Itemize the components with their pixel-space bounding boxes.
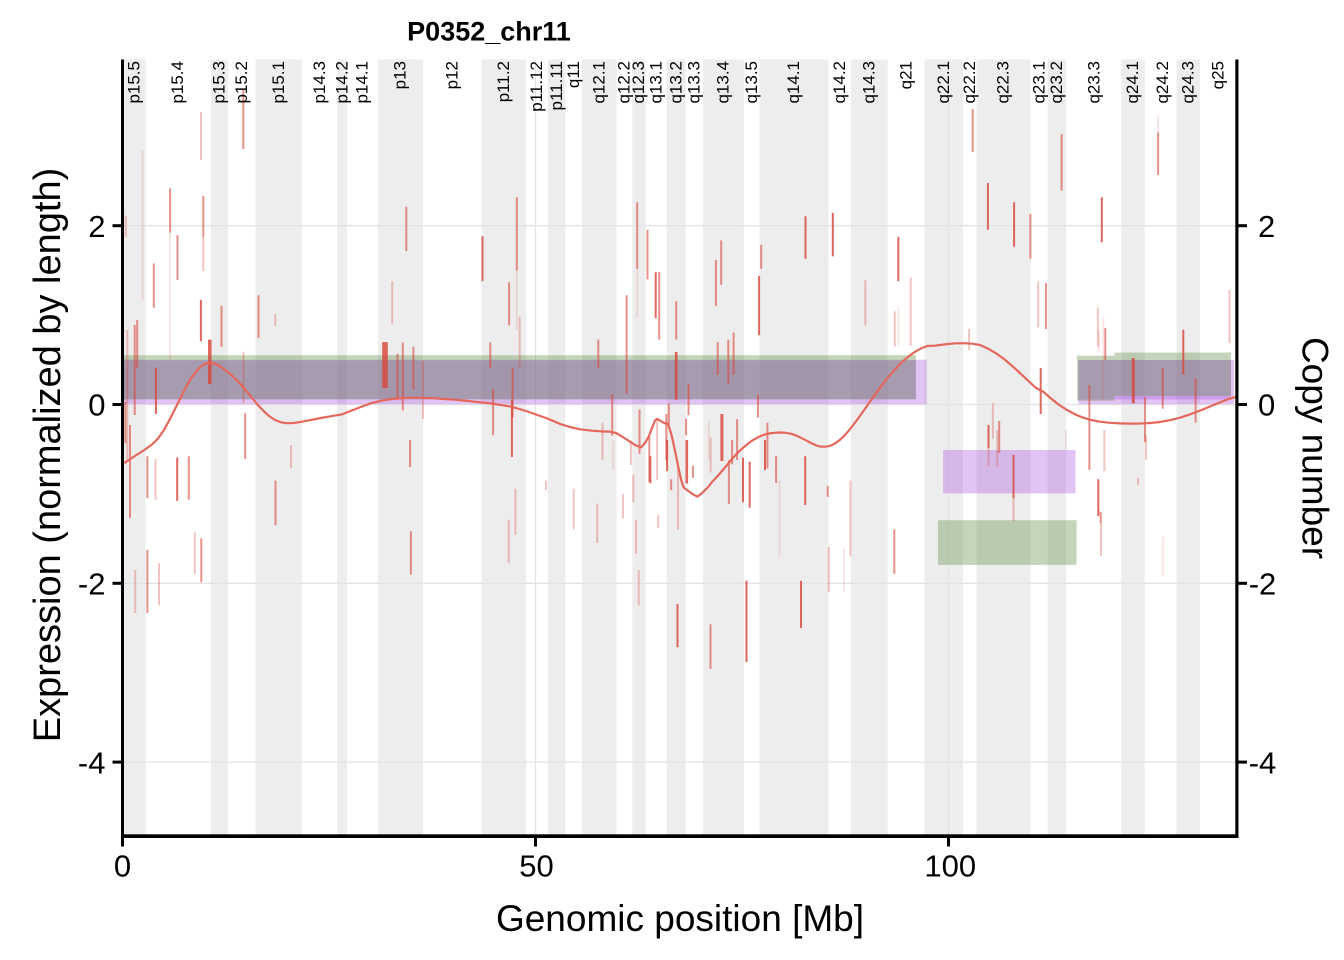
svg-text:50: 50 (519, 849, 553, 884)
svg-text:q23.2: q23.2 (1047, 61, 1066, 104)
svg-text:p15.2: p15.2 (232, 61, 251, 104)
svg-text:p15.4: p15.4 (168, 61, 187, 104)
svg-text:q11: q11 (564, 61, 583, 88)
svg-text:-2: -2 (1249, 567, 1277, 602)
svg-text:q21: q21 (896, 61, 915, 89)
svg-text:p11.2: p11.2 (494, 61, 513, 102)
svg-text:p13: p13 (391, 61, 410, 89)
svg-text:-4: -4 (78, 745, 106, 780)
svg-text:q12.1: q12.1 (590, 61, 609, 104)
svg-text:p14.1: p14.1 (353, 61, 372, 104)
svg-text:q24.1: q24.1 (1123, 61, 1142, 104)
svg-text:p15.1: p15.1 (269, 61, 288, 104)
svg-text:p11.12: p11.12 (527, 61, 546, 112)
svg-text:q22.3: q22.3 (994, 61, 1013, 104)
svg-text:-4: -4 (1249, 745, 1277, 780)
svg-text:p11.11: p11.11 (547, 61, 566, 110)
svg-text:q14.1: q14.1 (784, 61, 803, 104)
svg-text:q22.1: q22.1 (934, 61, 953, 104)
svg-text:q14.3: q14.3 (860, 61, 879, 104)
svg-text:p15.5: p15.5 (125, 61, 144, 104)
svg-text:q23.3: q23.3 (1085, 61, 1104, 104)
svg-text:p12: p12 (443, 61, 462, 89)
svg-text:q22.2: q22.2 (960, 61, 979, 104)
svg-text:q24.3: q24.3 (1179, 61, 1198, 104)
svg-text:q24.2: q24.2 (1153, 61, 1172, 104)
svg-text:q25: q25 (1209, 61, 1228, 89)
svg-text:-2: -2 (78, 567, 106, 602)
svg-text:Copy number: Copy number (1295, 337, 1336, 559)
svg-text:100: 100 (924, 849, 976, 884)
svg-text:0: 0 (88, 388, 105, 423)
svg-text:q13.1: q13.1 (646, 61, 665, 104)
svg-text:q13.5: q13.5 (742, 61, 761, 104)
svg-text:q23.1: q23.1 (1029, 61, 1048, 104)
svg-text:q14.2: q14.2 (830, 61, 849, 104)
svg-text:q12.3: q12.3 (629, 61, 648, 104)
svg-text:0: 0 (114, 849, 131, 884)
svg-text:P0352_chr11: P0352_chr11 (407, 17, 571, 47)
svg-text:q13.2: q13.2 (666, 61, 685, 104)
svg-text:p14.3: p14.3 (310, 61, 329, 104)
svg-text:0: 0 (1258, 388, 1275, 423)
svg-text:2: 2 (88, 209, 105, 244)
svg-text:p15.3: p15.3 (210, 61, 229, 104)
svg-text:p14.2: p14.2 (332, 61, 351, 104)
svg-text:q12.2: q12.2 (615, 61, 634, 104)
svg-text:Genomic position [Mb]: Genomic position [Mb] (496, 898, 864, 939)
svg-text:2: 2 (1258, 209, 1275, 244)
svg-text:q13.4: q13.4 (714, 61, 733, 104)
svg-text:q13.3: q13.3 (685, 61, 704, 104)
svg-text:Expression (normalized by leng: Expression (normalized by length) (27, 168, 69, 743)
